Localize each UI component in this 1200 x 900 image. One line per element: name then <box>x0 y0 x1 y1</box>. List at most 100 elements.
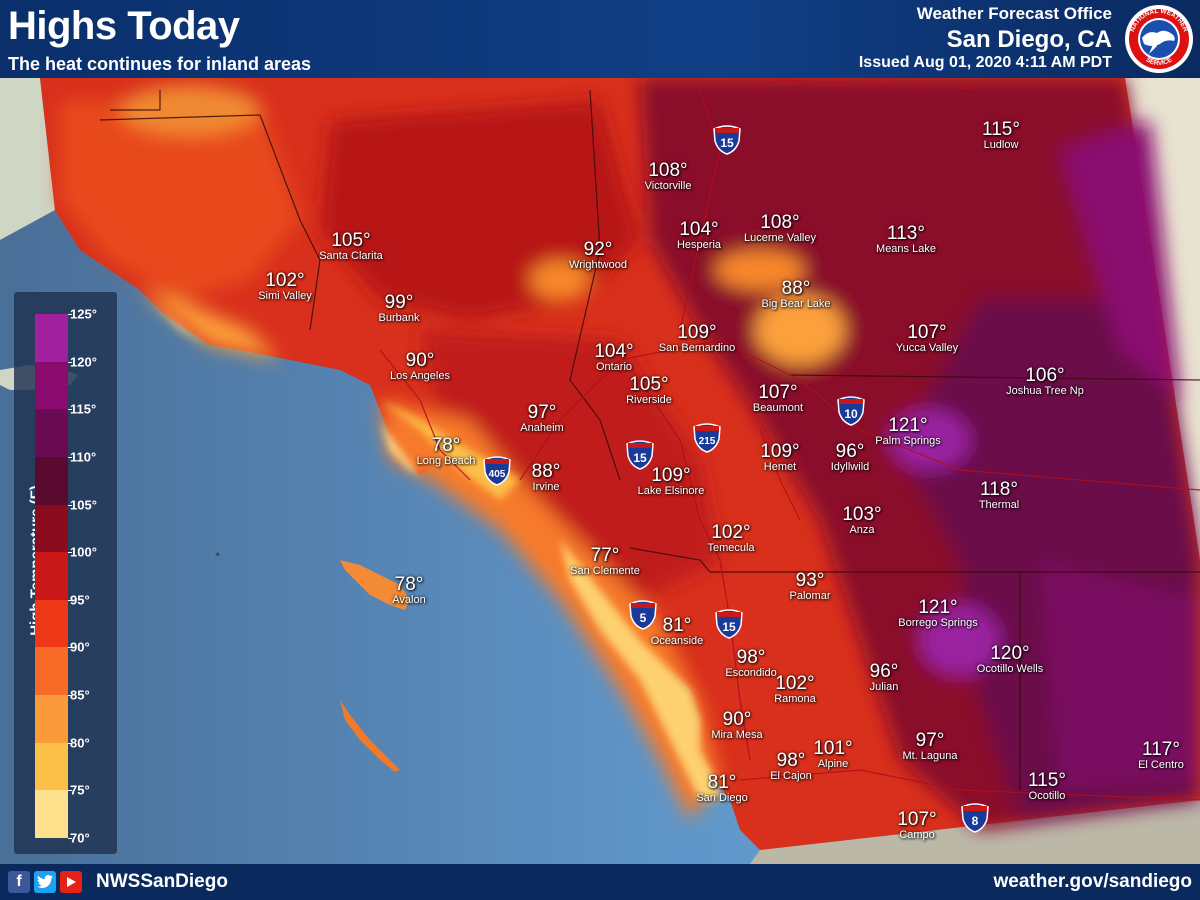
svg-text:8: 8 <box>972 814 979 828</box>
legend-tick-mark <box>68 838 72 839</box>
city-label-palm-springs: 121° Palm Springs <box>875 415 941 447</box>
interstate-8-shield-icon: 8 <box>961 803 989 833</box>
legend-tick-label: 125° <box>70 306 97 322</box>
twitter-icon[interactable] <box>34 871 56 893</box>
social-icons: f <box>8 871 82 893</box>
website-link[interactable]: weather.gov/sandiego <box>993 871 1193 892</box>
legend-tick-label: 115° <box>70 401 97 417</box>
city-label-burbank: 99° Burbank <box>378 292 420 324</box>
city-label-anaheim: 97° Anaheim <box>520 402 564 434</box>
footer-bar: f NWSSanDiego weather.gov/sandiego <box>0 864 1200 900</box>
city-label-joshua-tree-np: 106° Joshua Tree Np <box>1006 365 1084 397</box>
legend-tick-mark <box>68 599 72 601</box>
legend-tick-label: 80° <box>70 735 90 751</box>
youtube-icon[interactable] <box>60 871 82 893</box>
city-label-julian: 96° Julian <box>869 661 899 693</box>
city-label-alpine: 101° Alpine <box>813 738 853 770</box>
temperature-map: 15 10 215 15 405 5 15 8 115° Ludlow 108° V… <box>0 78 1200 864</box>
svg-text:5: 5 <box>640 611 647 625</box>
city-label-san-clemente: 77° San Clemente <box>570 545 640 577</box>
legend-tick-mark <box>68 695 72 697</box>
city-label-escondido: 98° Escondido <box>725 647 777 679</box>
city-label-santa-clarita: 105° Santa Clarita <box>319 230 383 262</box>
city-label-oceanside: 81° Oceanside <box>650 615 704 647</box>
legend-swatch <box>35 599 68 648</box>
city-label-mira-mesa: 90° Mira Mesa <box>711 709 763 741</box>
map-title: Highs Today <box>8 4 240 48</box>
city-label-mt-laguna: 97° Mt. Laguna <box>902 730 958 762</box>
legend-tick-label: 105° <box>70 497 97 513</box>
city-label-san-diego: 81° San Diego <box>696 772 748 804</box>
legend-tick-label: 95° <box>70 592 90 608</box>
legend-swatch <box>35 552 68 601</box>
map-subtitle: The heat continues for inland areas <box>8 54 312 74</box>
svg-text:215: 215 <box>699 436 716 447</box>
legend-tick-mark <box>68 314 72 315</box>
legend-tick-mark <box>68 647 72 649</box>
city-label-temecula: 102° Temecula <box>707 522 755 554</box>
city-label-hemet: 109° Hemet <box>760 441 800 473</box>
legend-tick-label: 70° <box>70 830 90 846</box>
legend-tick-mark <box>68 361 72 363</box>
city-label-ludlow: 115° Ludlow <box>982 119 1020 151</box>
office-city: San Diego, CA <box>946 26 1112 53</box>
city-label-thermal: 118° Thermal <box>978 479 1020 511</box>
header-bar: Highs Today The heat continues for inlan… <box>0 0 1200 78</box>
legend-tick-mark <box>68 504 72 506</box>
legend-tick-label: 85° <box>70 687 90 703</box>
city-label-yucca-valley: 107° Yucca Valley <box>895 322 959 354</box>
city-label-borrego-springs: 121° Borrego Springs <box>898 597 978 629</box>
city-label-lake-elsinore: 109° Lake Elsinore <box>637 465 705 497</box>
city-label-riverside: 105° Riverside <box>626 374 672 406</box>
city-label-campo: 107° Campo <box>897 809 937 841</box>
city-label-avalon: 78° Avalon <box>392 574 426 606</box>
svg-text:405: 405 <box>489 469 506 480</box>
legend-tick-label: 100° <box>70 544 97 560</box>
city-label-san-bernardino: 109° San Bernardino <box>658 322 736 354</box>
svg-text:15: 15 <box>720 136 734 150</box>
nws-logo-icon: NATIONAL WEATHER SERVICE <box>1125 5 1193 73</box>
city-label-simi-valley: 102° Simi Valley <box>258 270 312 302</box>
interstate-10-shield-icon: 10 <box>837 396 865 426</box>
legend-swatch <box>35 456 68 506</box>
issued-time: Issued Aug 01, 2020 4:11 AM PDT <box>858 54 1112 71</box>
legend-tick-label: 110° <box>70 449 97 465</box>
legend-swatch <box>35 361 68 410</box>
legend-swatch <box>35 790 68 839</box>
city-label-el-cajon: 98° El Cajon <box>770 750 812 782</box>
city-label-victorville: 108° Victorville <box>644 160 692 192</box>
city-label-el-centro: 117° El Centro <box>1138 739 1184 771</box>
temperature-legend: High Temperature (F) 125°120°115°110°105… <box>14 292 117 854</box>
office-name: Weather Forecast Office <box>916 4 1112 23</box>
svg-text:15: 15 <box>633 451 647 465</box>
legend-tick-mark <box>68 456 72 458</box>
legend-swatch <box>35 647 68 696</box>
legend-swatch <box>35 409 68 458</box>
map-background <box>0 78 1200 864</box>
city-label-hesperia: 104° Hesperia <box>676 219 722 251</box>
interstate-215-shield-icon: 215 <box>693 423 721 453</box>
interstate-15-shield-icon: 15 <box>626 440 654 470</box>
legend-swatch <box>35 314 68 363</box>
interstate-15-shield-icon: 15 <box>715 609 743 639</box>
city-label-long-beach: 78° Long Beach <box>416 435 476 467</box>
city-label-anza: 103° Anza <box>842 504 882 536</box>
city-label-irvine: 88° Irvine <box>531 461 561 493</box>
city-label-wrightwood: 92° Wrightwood <box>569 239 627 271</box>
legend-swatch <box>35 504 68 553</box>
legend-tick-label: 75° <box>70 782 90 798</box>
svg-text:15: 15 <box>722 620 736 634</box>
city-label-ocotillo: 115° Ocotillo <box>1028 770 1066 802</box>
city-label-palomar: 93° Palomar <box>789 570 831 602</box>
interstate-5-shield-icon: 5 <box>629 600 657 630</box>
city-label-big-bear-lake: 88° Big Bear Lake <box>761 278 831 310</box>
legend-color-bar <box>35 314 68 839</box>
social-handle[interactable]: NWSSanDiego <box>96 871 228 892</box>
facebook-icon[interactable]: f <box>8 871 30 893</box>
city-label-lucerne-valley: 108° Lucerne Valley <box>744 212 816 244</box>
city-label-ontario: 104° Ontario <box>594 341 634 373</box>
city-label-los-angeles: 90° Los Angeles <box>390 350 450 382</box>
legend-swatch <box>35 742 68 791</box>
city-label-ocotillo-wells: 120° Ocotillo Wells <box>976 643 1044 675</box>
legend-tick-label: 120° <box>70 354 97 370</box>
